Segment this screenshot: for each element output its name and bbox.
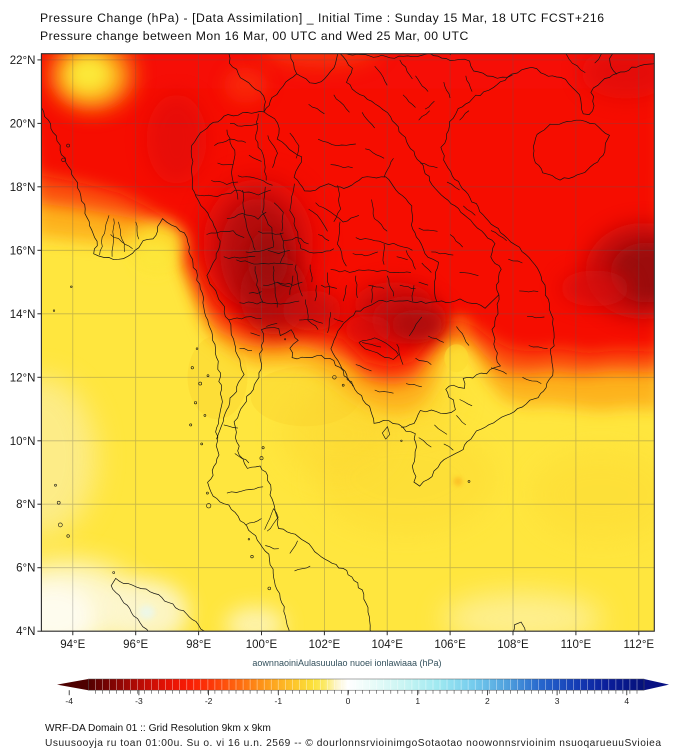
svg-text:14°N: 14°N bbox=[10, 309, 36, 321]
svg-text:22°N: 22°N bbox=[10, 55, 36, 67]
svg-text:aownnaoiniAulasuuulao nuoei io: aownnaoiniAulasuuulao nuoei ionlawiaaa (… bbox=[252, 658, 441, 668]
svg-text:106°E: 106°E bbox=[434, 639, 466, 651]
svg-text:4: 4 bbox=[624, 696, 629, 706]
svg-text:98°E: 98°E bbox=[186, 639, 211, 651]
svg-text:6°N: 6°N bbox=[16, 563, 35, 575]
svg-text:Usuusooyja ru toan 01:00u. Su: Usuusooyja ru toan 01:00u. Su o. vi 16 u… bbox=[45, 738, 662, 749]
svg-text:10°N: 10°N bbox=[10, 436, 36, 448]
svg-text:102°E: 102°E bbox=[309, 639, 341, 651]
svg-text:-3: -3 bbox=[135, 696, 143, 706]
svg-text:WRF-DA Domain 01 :: Grid Resol: WRF-DA Domain 01 :: Grid Resolution 9km … bbox=[45, 723, 271, 734]
svg-text:104°E: 104°E bbox=[371, 639, 403, 651]
svg-text:-2: -2 bbox=[205, 696, 213, 706]
svg-text:-1: -1 bbox=[275, 696, 283, 706]
svg-text:16°N: 16°N bbox=[10, 245, 36, 257]
svg-text:-4: -4 bbox=[65, 696, 73, 706]
svg-text:Pressure change between Mon 16: Pressure change between Mon 16 Mar, 00 U… bbox=[40, 29, 469, 43]
svg-text:100°E: 100°E bbox=[246, 639, 278, 651]
svg-text:18°N: 18°N bbox=[10, 182, 36, 194]
svg-text:Pressure Change (hPa) - [Data: Pressure Change (hPa) - [Data Assimilati… bbox=[40, 11, 605, 25]
svg-text:96°E: 96°E bbox=[123, 639, 148, 651]
svg-text:8°N: 8°N bbox=[16, 499, 35, 511]
svg-text:2: 2 bbox=[485, 696, 490, 706]
svg-text:1: 1 bbox=[415, 696, 420, 706]
svg-text:0: 0 bbox=[346, 696, 351, 706]
svg-text:94°E: 94°E bbox=[60, 639, 85, 651]
svg-text:12°N: 12°N bbox=[10, 372, 36, 384]
svg-text:4°N: 4°N bbox=[16, 626, 35, 638]
svg-text:3: 3 bbox=[555, 696, 560, 706]
svg-text:112°E: 112°E bbox=[623, 639, 654, 651]
svg-text:110°E: 110°E bbox=[561, 639, 592, 651]
svg-text:108°E: 108°E bbox=[497, 639, 529, 651]
svg-text:20°N: 20°N bbox=[10, 118, 36, 130]
